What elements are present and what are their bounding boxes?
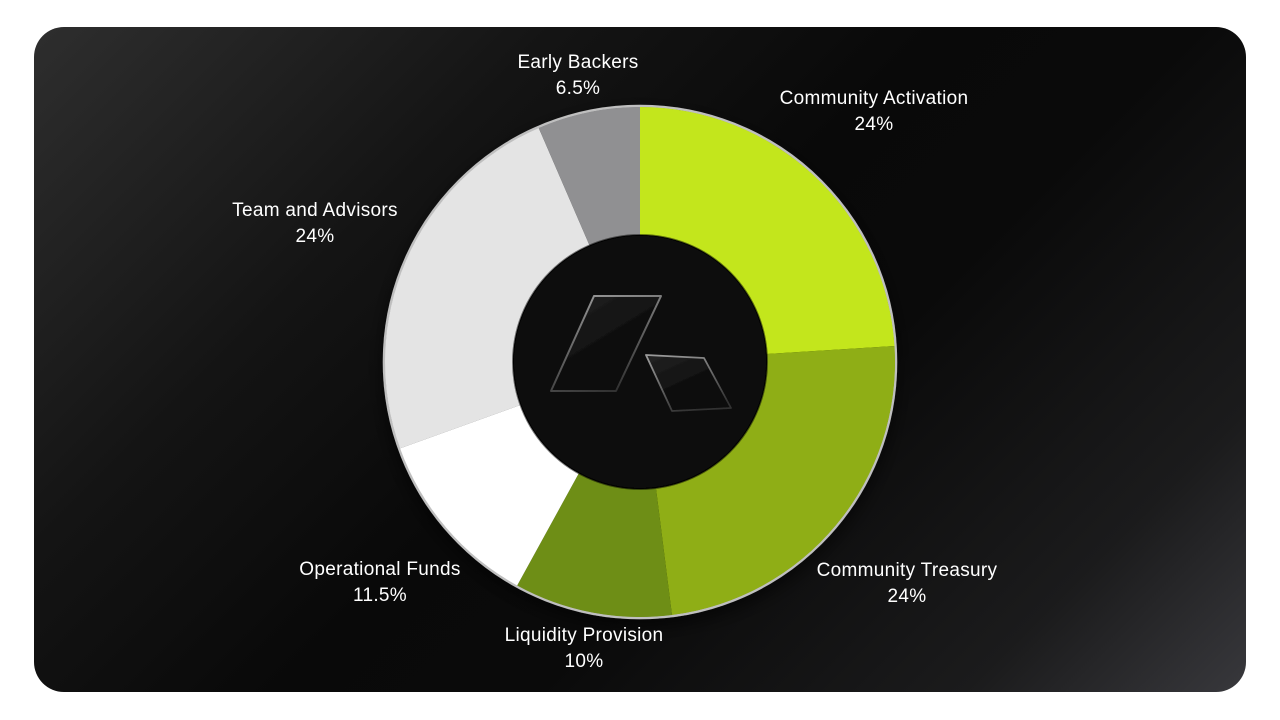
donut-group <box>382 104 898 620</box>
logo-parallelogram-large <box>550 295 662 392</box>
slice-community-treasury <box>655 345 896 615</box>
slice-operational-funds <box>400 405 579 586</box>
slice-early-backers <box>538 107 640 246</box>
slice-liquidity-provision <box>517 473 672 618</box>
donut-hole <box>512 234 768 490</box>
slice-community-activation <box>640 107 895 355</box>
donut-slices <box>385 107 896 618</box>
logo-parallelogram-small <box>645 354 732 412</box>
brand-logo <box>550 295 732 412</box>
slice-team-and-advisors <box>385 127 590 449</box>
donut-outer-rim <box>382 104 898 620</box>
